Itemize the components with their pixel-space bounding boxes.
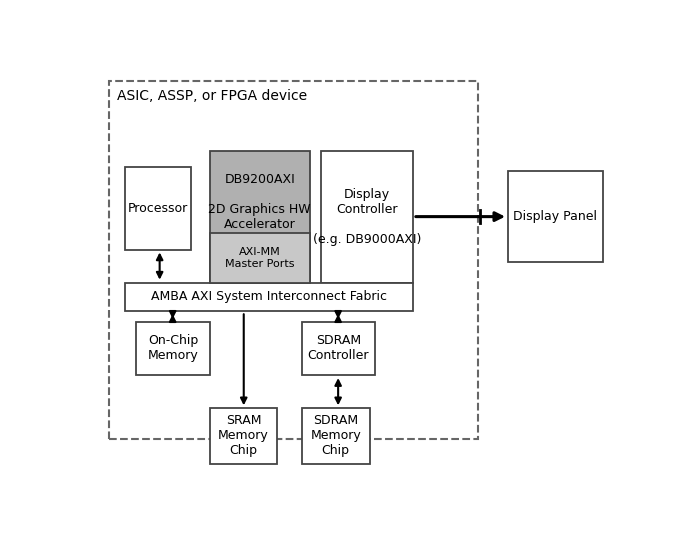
Text: ASIC, ASSP, or FPGA device: ASIC, ASSP, or FPGA device [118,89,307,103]
Bar [321,151,413,282]
Bar [508,171,603,262]
Bar [109,81,478,439]
Text: DB9200AXI

2D Graphics HW
Accelerator: DB9200AXI 2D Graphics HW Accelerator [209,173,311,231]
Text: Display Panel: Display Panel [513,210,597,223]
Bar [125,167,190,249]
Bar [136,322,209,375]
Bar [125,282,413,311]
Text: SDRAM
Memory
Chip: SDRAM Memory Chip [310,415,361,457]
Text: AMBA AXI System Interconnect Fabric: AMBA AXI System Interconnect Fabric [151,291,387,303]
Bar [209,408,277,464]
Text: SDRAM
Controller: SDRAM Controller [308,334,369,362]
Text: Display
Controller

(e.g. DB9000AXI): Display Controller (e.g. DB9000AXI) [313,188,421,246]
Bar [209,233,310,282]
Text: On-Chip
Memory: On-Chip Memory [148,334,198,362]
Bar [302,322,375,375]
Text: SRAM
Memory
Chip: SRAM Memory Chip [218,415,269,457]
Bar [302,408,370,464]
Bar [209,151,310,282]
Text: AXI-MM
Master Ports: AXI-MM Master Ports [225,247,295,269]
Text: Processor: Processor [128,202,188,215]
